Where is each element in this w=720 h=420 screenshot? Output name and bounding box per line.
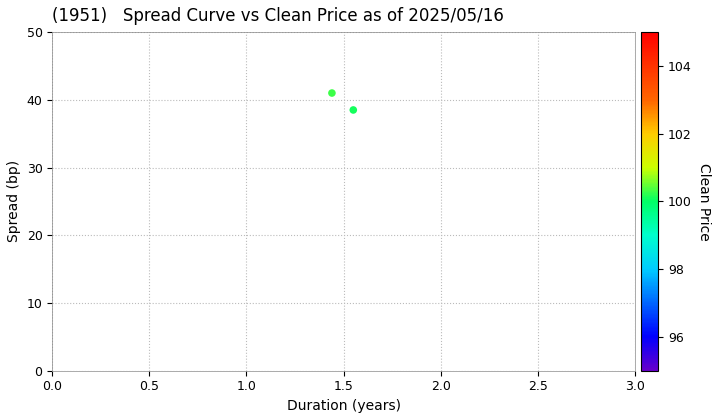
X-axis label: Duration (years): Duration (years) <box>287 399 400 413</box>
Point <box>348 107 359 113</box>
Text: (1951)   Spread Curve vs Clean Price as of 2025/05/16: (1951) Spread Curve vs Clean Price as of… <box>53 7 504 25</box>
Point <box>326 89 338 96</box>
Y-axis label: Spread (bp): Spread (bp) <box>7 160 21 242</box>
Y-axis label: Clean Price: Clean Price <box>697 163 711 240</box>
